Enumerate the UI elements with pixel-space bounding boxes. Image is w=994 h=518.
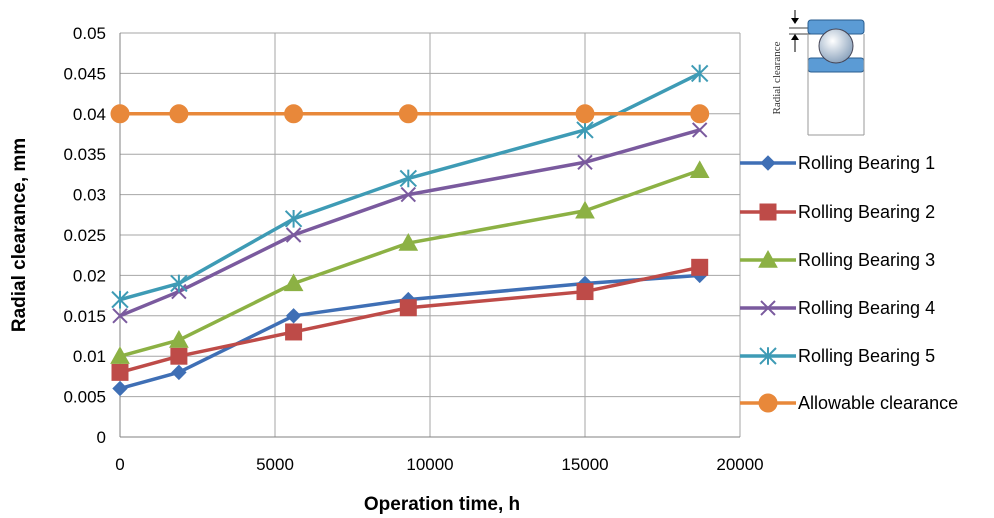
data-point (399, 299, 417, 317)
data-point (689, 160, 710, 179)
x-axis-title: Operation time, h (364, 494, 520, 515)
data-point (283, 273, 304, 292)
x-axis-ticks: 0 5000 10000 15000 20000 (115, 455, 763, 474)
legend-label: Rolling Bearing 4 (798, 298, 935, 318)
y-tick-label: 0.01 (73, 347, 106, 366)
series-line (119, 273, 700, 391)
data-point (111, 363, 129, 381)
y-tick-label: 0.05 (73, 24, 106, 43)
data-point (110, 104, 130, 124)
series-rolling-bearing-3 (110, 160, 710, 364)
data-point (112, 308, 128, 324)
series-rolling-bearing-4 (112, 122, 708, 324)
data-point (170, 274, 188, 293)
data-point (576, 283, 594, 301)
series-rolling-bearing-5 (111, 64, 709, 309)
series-line (119, 168, 701, 358)
data-point (110, 346, 130, 364)
y-tick-label: 0.045 (63, 64, 106, 83)
data-point (169, 104, 189, 124)
legend-item: Allowable clearance (740, 393, 958, 413)
legend-label: Rolling Bearing 1 (798, 153, 935, 173)
data-point (171, 364, 187, 381)
data-point (285, 308, 302, 324)
y-tick-label: 0.005 (63, 388, 106, 407)
data-point (111, 290, 129, 309)
y-tick-label: 0.04 (73, 105, 106, 124)
y-tick-label: 0.03 (73, 186, 106, 205)
legend-marker (759, 203, 777, 221)
series-rolling-bearing-2 (111, 258, 709, 381)
legend-item: Rolling Bearing 2 (740, 202, 935, 222)
data-point (285, 323, 303, 341)
data-point (285, 227, 302, 243)
legend-marker (759, 347, 777, 365)
data-point (577, 154, 593, 170)
chart-legend: Rolling Bearing 1 Rolling Bearing 2 Rollin… (740, 153, 958, 413)
data-point (398, 233, 419, 251)
data-point (691, 258, 709, 276)
data-point (400, 186, 417, 203)
x-tick-label: 0 (115, 455, 124, 474)
legend-marker (758, 393, 778, 413)
data-point (284, 210, 303, 228)
legend-label: Rolling Bearing 3 (798, 250, 935, 270)
y-tick-label: 0.015 (63, 307, 106, 326)
y-tick-label: 0.035 (63, 145, 106, 164)
series-rolling-bearing-1 (112, 267, 708, 397)
y-axis-title: Radial clearance, mm (9, 138, 30, 332)
chart-grid (119, 32, 741, 438)
data-point (691, 122, 708, 138)
data-point (690, 104, 710, 124)
series-line (119, 265, 701, 375)
y-axis-ticks: 0 0.005 0.01 0.015 0.02 0.025 0.03 0.035 0.04 0.0… (63, 24, 106, 447)
legend-item: Rolling Bearing 3 (740, 249, 935, 270)
series-line (119, 128, 701, 318)
x-tick-label: 15000 (561, 455, 608, 474)
data-point (398, 104, 418, 124)
y-tick-label: 0.025 (63, 226, 106, 245)
y-tick-label: 0.02 (73, 266, 106, 285)
y-tick-label: 0 (97, 428, 106, 447)
legend-item: Rolling Bearing 4 (740, 298, 935, 318)
data-point (112, 380, 128, 397)
legend-label: Rolling Bearing 2 (798, 202, 935, 222)
legend-marker (760, 155, 776, 171)
legend-item: Rolling Bearing 1 (740, 153, 935, 173)
legend-marker (760, 300, 776, 316)
legend-label: Allowable clearance (798, 393, 958, 413)
series-line (119, 71, 701, 302)
legend-label: Rolling Bearing 5 (798, 346, 935, 366)
inset-radial-clearance-label: Radial clearance (771, 41, 783, 114)
data-point (576, 121, 594, 139)
data-point (169, 330, 189, 348)
legend-marker (758, 249, 778, 268)
data-point (284, 104, 304, 124)
data-point (575, 200, 595, 219)
x-tick-label: 20000 (716, 455, 763, 474)
bearing-cross-section-icon: Radial clearance (771, 10, 865, 136)
x-tick-label: 10000 (406, 455, 453, 474)
series-allowable-clearance (110, 104, 710, 124)
x-tick-label: 5000 (256, 455, 294, 474)
chart-series (110, 64, 710, 397)
data-point (690, 64, 709, 83)
data-point (575, 104, 595, 124)
data-point (399, 169, 418, 188)
data-point (170, 347, 188, 365)
legend-item: Rolling Bearing 5 (740, 346, 935, 366)
